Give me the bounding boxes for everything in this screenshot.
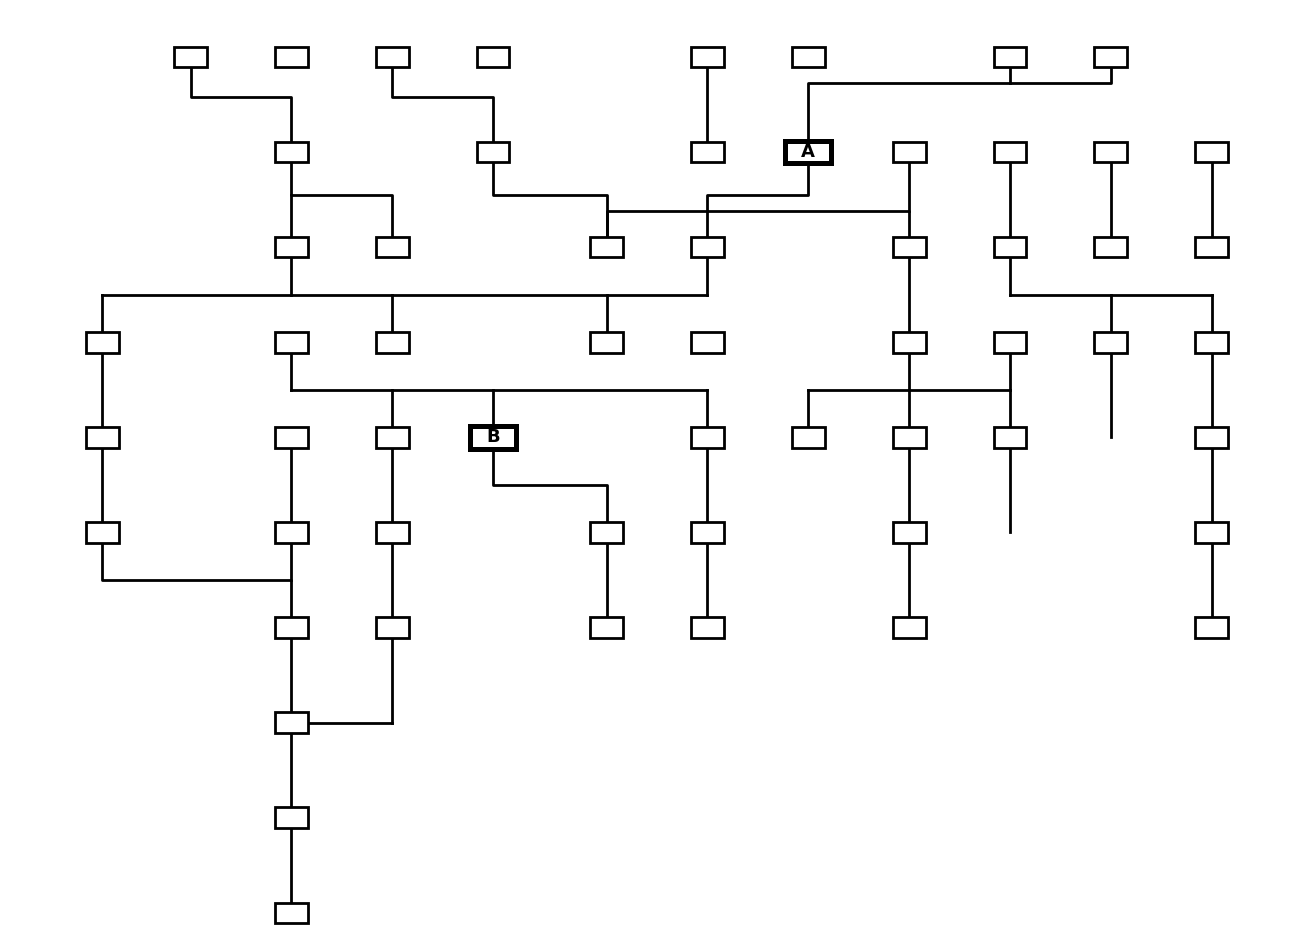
Bar [376,46,409,67]
Bar [993,332,1026,353]
Text: A: A [802,143,815,161]
Bar [892,522,925,543]
Bar [590,236,623,257]
Bar [1095,46,1127,67]
Bar [590,332,623,353]
Bar [1095,332,1127,353]
Bar [786,141,832,164]
Bar [376,332,409,353]
Bar [590,617,623,638]
Bar [993,236,1026,257]
Bar [1095,236,1127,257]
Bar [275,427,307,447]
Bar [1196,142,1229,163]
Bar [85,332,118,353]
Bar [376,522,409,543]
Bar [275,142,307,163]
Bar [691,427,724,447]
Bar [892,142,925,163]
Bar [1196,617,1229,638]
Bar [275,236,307,257]
Bar [275,46,307,67]
Bar [477,142,510,163]
Bar [691,332,724,353]
Bar [993,142,1026,163]
Bar [85,522,118,543]
Bar [892,617,925,638]
Bar [792,46,825,67]
Bar [1095,142,1127,163]
Bar [892,332,925,353]
Bar [175,46,206,67]
Bar [275,902,307,923]
Bar [590,522,623,543]
Bar [691,46,724,67]
Bar [993,427,1026,447]
Bar [470,426,516,448]
Bar [691,142,724,163]
Bar [792,427,825,447]
Bar [1196,332,1229,353]
Bar [275,332,307,353]
Bar [477,46,510,67]
Text: B: B [486,429,499,447]
Bar [892,236,925,257]
Bar [1196,236,1229,257]
Bar [275,617,307,638]
Bar [85,427,118,447]
Bar [1196,522,1229,543]
Bar [376,427,409,447]
Bar [892,427,925,447]
Bar [691,617,724,638]
Bar [691,236,724,257]
Bar [275,522,307,543]
Bar [1196,427,1229,447]
Bar [275,712,307,733]
Bar [691,522,724,543]
Bar [275,808,307,828]
Bar [376,617,409,638]
Bar [993,46,1026,67]
Bar [376,236,409,257]
